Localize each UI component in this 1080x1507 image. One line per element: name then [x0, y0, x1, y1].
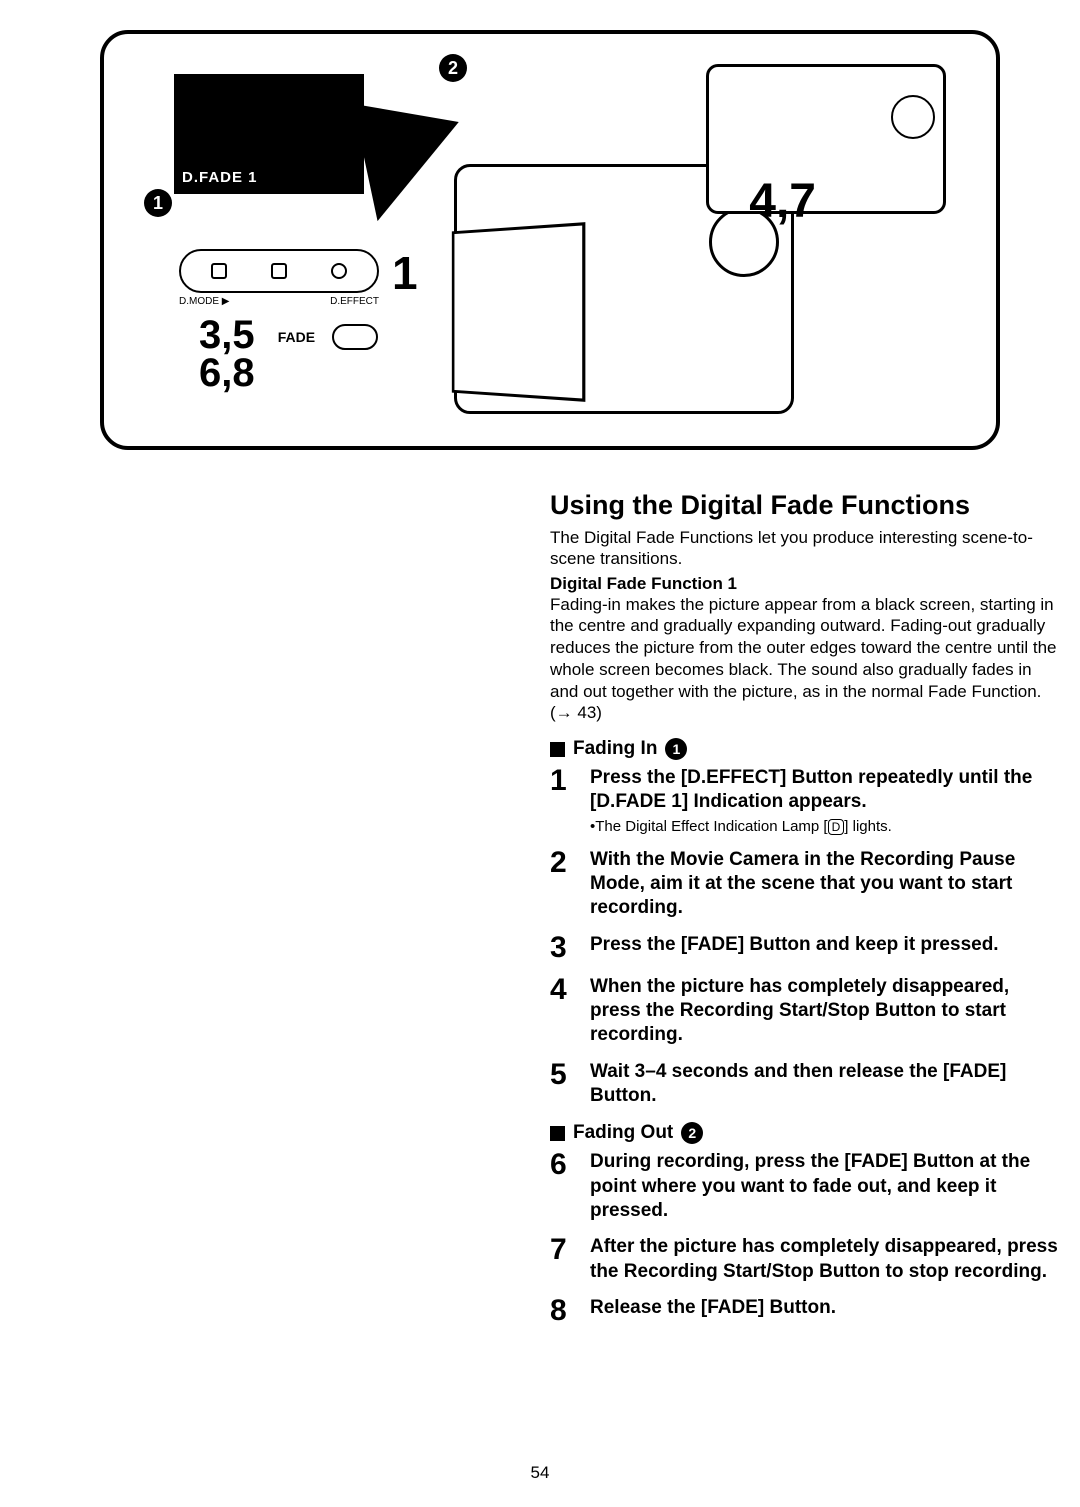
fading-out-steps: 6 During recording, press the [FADE] Butt…	[550, 1150, 1060, 1326]
step-item: 6 During recording, press the [FADE] Butt…	[550, 1150, 1060, 1223]
step-item: 1 Press the [D.EFFECT] Button repeatedly …	[550, 766, 1060, 836]
fading-out-label: Fading Out	[573, 1122, 673, 1144]
callout-numbers-line2: 6,8	[199, 354, 378, 392]
description-paragraph: Fading-in makes the picture appear from …	[550, 594, 1060, 725]
step-text: Release the [FADE] Button.	[590, 1297, 836, 1318]
intro-text: The Digital Fade Functions let you produ…	[550, 527, 1060, 570]
step-number: 7	[550, 1235, 576, 1265]
step-text: Press the [D.EFFECT] Button repeatedly u…	[590, 767, 1032, 812]
fading-in-steps: 1 Press the [D.EFFECT] Button repeatedly …	[550, 766, 1060, 1108]
camera-lens-icon	[891, 95, 935, 139]
square-bullet-icon	[550, 742, 565, 757]
step-text: After the picture has completely disappe…	[590, 1236, 1058, 1281]
callout-number-47: 4,7	[749, 174, 816, 229]
subheading: Digital Fade Function 1	[550, 574, 1060, 594]
step-number: 1	[550, 766, 576, 796]
fading-in-marker: 1	[665, 738, 687, 760]
step-number: 2	[550, 848, 576, 878]
step-item: 7 After the picture has completely disapp…	[550, 1235, 1060, 1284]
camera-screen-icon	[452, 222, 586, 402]
step-body: Press the [FADE] Button and keep it pres…	[590, 933, 1060, 957]
step-item: 8 Release the [FADE] Button.	[550, 1296, 1060, 1326]
step-text: During recording, press the [FADE] Butto…	[590, 1151, 1030, 1221]
step-number: 5	[550, 1060, 576, 1090]
fade-label: FADE	[278, 329, 315, 345]
panel-button-icon	[271, 263, 287, 279]
step-number: 3	[550, 933, 576, 963]
step-number: 6	[550, 1150, 576, 1180]
step-body: Press the [D.EFFECT] Button repeatedly u…	[590, 766, 1060, 836]
square-bullet-icon	[550, 1126, 565, 1141]
page-title: Using the Digital Fade Functions	[550, 490, 1060, 521]
fade-thumb-label: D.FADE 1	[182, 169, 258, 186]
step-text: When the picture has completely disappea…	[590, 976, 1009, 1046]
fade-button-callout: 3,5 FADE 6,8	[199, 316, 378, 392]
step-text: Wait 3–4 seconds and then release the [F…	[590, 1061, 1006, 1106]
step-body: When the picture has completely disappea…	[590, 975, 1060, 1048]
step-number: 4	[550, 975, 576, 1005]
circle-number-2: 2	[439, 54, 467, 82]
step-body: During recording, press the [FADE] Butto…	[590, 1150, 1060, 1223]
panel-label-left: D.MODE ▶	[179, 296, 229, 307]
step-item: 5 Wait 3–4 seconds and then release the […	[550, 1060, 1060, 1109]
step-text: Press the [FADE] Button and keep it pres…	[590, 934, 999, 955]
fade-thumbnail: D.FADE 1	[174, 74, 364, 194]
step-body: After the picture has completely disappe…	[590, 1235, 1060, 1284]
button-panel	[179, 249, 379, 293]
panel-button-icon	[211, 263, 227, 279]
panel-labels: D.MODE ▶ D.EFFECT	[179, 296, 379, 307]
fade-button-icon	[332, 324, 378, 350]
camera-small-illustration	[706, 64, 946, 214]
callout-marker-2: 2	[439, 54, 467, 82]
step-item: 3 Press the [FADE] Button and keep it pre…	[550, 933, 1060, 963]
note-text: ] lights.	[844, 818, 892, 835]
fading-in-label: Fading In	[573, 738, 657, 760]
note-text: •The Digital Effect Indication Lamp [	[590, 818, 828, 835]
step-text: With the Movie Camera in the Recording P…	[590, 849, 1015, 919]
circle-number-1: 1	[144, 189, 172, 217]
step-number: 8	[550, 1296, 576, 1326]
d-indicator-icon: D	[828, 819, 845, 835]
step-item: 4 When the picture has completely disappe…	[550, 975, 1060, 1048]
panel-label-right: D.EFFECT	[330, 296, 379, 307]
fading-out-marker: 2	[681, 1122, 703, 1144]
fading-out-heading: Fading Out 2	[550, 1122, 1060, 1144]
step-body: Release the [FADE] Button.	[590, 1296, 1060, 1320]
step-note: •The Digital Effect Indication Lamp [D] …	[590, 817, 1060, 836]
diagram-box: D.FADE 1 1 2 D.MODE ▶ D.EFFECT 1 3,5 FAD…	[100, 30, 1000, 450]
content-column: Using the Digital Fade Functions The Dig…	[550, 490, 1060, 1326]
step-body: Wait 3–4 seconds and then release the [F…	[590, 1060, 1060, 1109]
panel-button-icon	[331, 263, 347, 279]
page-number: 54	[0, 1463, 1080, 1483]
fading-in-heading: Fading In 1	[550, 738, 1060, 760]
callout-marker-1: 1	[144, 184, 172, 217]
callout-number-1: 1	[392, 246, 418, 300]
step-body: With the Movie Camera in the Recording P…	[590, 848, 1060, 921]
step-item: 2 With the Movie Camera in the Recording …	[550, 848, 1060, 921]
